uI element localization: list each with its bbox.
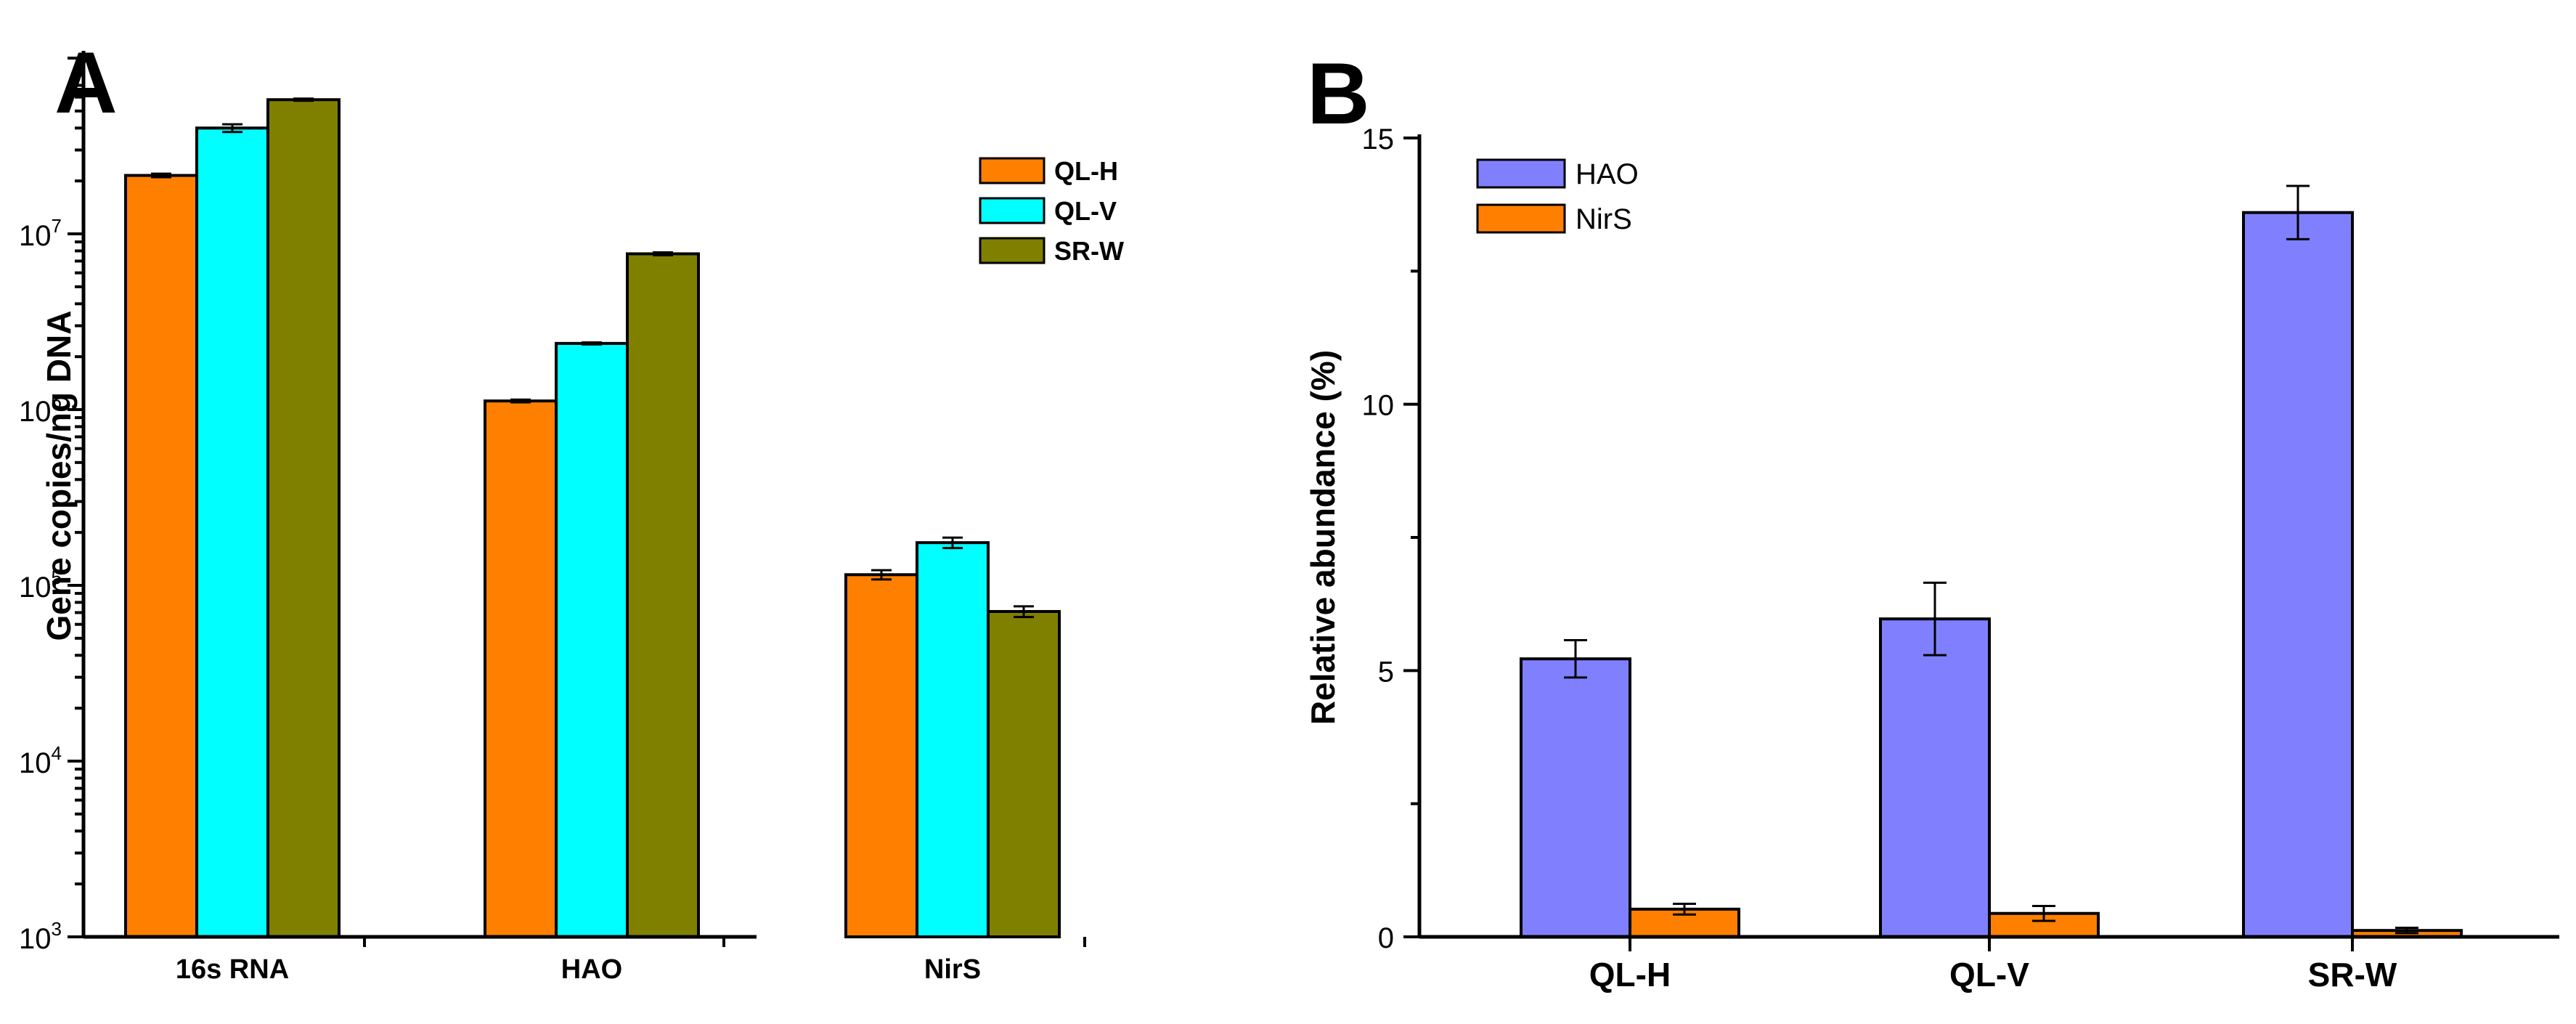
bar-nirs-ql-v	[916, 541, 990, 938]
legend-swatch-hao	[1476, 158, 1566, 189]
x-tick-label-a: NirS	[924, 954, 981, 985]
y-tick-label-b: 15	[1362, 123, 1395, 155]
legend-swatch-sr-w	[979, 237, 1046, 264]
bar-16s-rna-ql-v	[195, 126, 269, 938]
bar-hao-ql-h	[484, 399, 558, 938]
chart-b: 0 5 10 15 QL-H QL-V SR-W HAO NirS Relative abu…	[1304, 123, 2559, 993]
x-tick-label-a: HAO	[561, 954, 622, 985]
bar-hao-ql-v	[555, 341, 629, 939]
legend-swatch-nirs	[1476, 203, 1566, 234]
legend-label-ql-v: QL-V	[1054, 196, 1117, 226]
legend-label-sr-w: SR-W	[1054, 236, 1124, 266]
bar-sr-w-hao	[2242, 211, 2354, 938]
x-tick-label-b: QL-V	[1949, 956, 2029, 993]
x-tick-label-b: QL-H	[1589, 956, 1671, 993]
legend-label-ql-h: QL-H	[1054, 156, 1118, 186]
y-tick-label-a: 107	[19, 215, 62, 252]
y-tick-label-a: 106	[19, 391, 62, 428]
panel-label-b: B	[1307, 45, 1370, 142]
bar-nirs-ql-h	[844, 573, 918, 938]
y-tick-label-b: 5	[1378, 656, 1394, 688]
y-tick-label-b: 10	[1362, 390, 1395, 422]
panel-label-a: A	[54, 34, 118, 131]
x-tick-label-a: 16s RNA	[176, 954, 289, 985]
legend-swatch-ql-v	[979, 197, 1046, 224]
y-tick-label-a: 105	[19, 566, 62, 604]
bar-ql-v-hao	[1879, 617, 1991, 938]
y-axis-title-a: Gene copies/ng DNA	[40, 311, 78, 641]
bar-16s-rna-sr-w	[266, 98, 341, 939]
legend-b: HAO NirS	[1476, 158, 1639, 235]
chart-a: 103 104 105 106 107 16s RNA HAO NirS QL-H QL-V S…	[19, 51, 1124, 985]
x-tick-label-b: SR-W	[2308, 956, 2397, 993]
legend-label-nirs: NirS	[1576, 203, 1632, 235]
bar-hao-sr-w	[626, 252, 700, 938]
legend-swatch-ql-h	[979, 157, 1046, 184]
y-axis-title-b: Relative abundance (%)	[1304, 350, 1342, 725]
legend-label-hao: HAO	[1576, 158, 1639, 190]
y-tick-label-b: 0	[1378, 922, 1394, 954]
bar-ql-h-hao	[1520, 657, 1631, 938]
bar-16s-rna-ql-h	[124, 174, 198, 938]
legend-a: QL-H QL-V SR-W	[979, 156, 1124, 266]
bar-nirs-sr-w	[987, 609, 1061, 938]
y-tick-label-a: 104	[19, 742, 62, 779]
y-tick-label-a: 103	[19, 918, 62, 955]
